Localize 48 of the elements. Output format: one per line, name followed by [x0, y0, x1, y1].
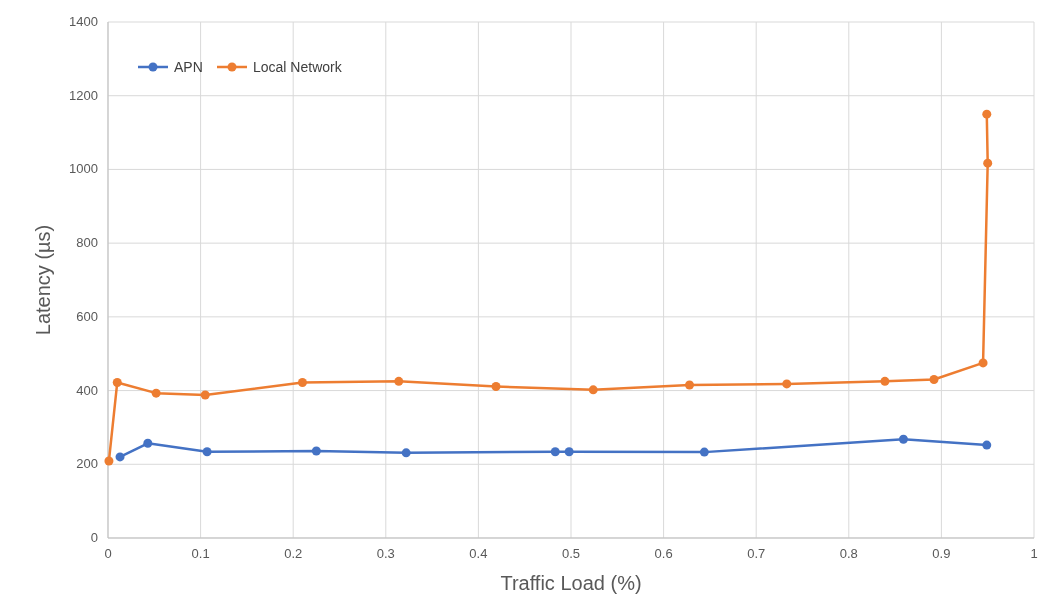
x-tick-label: 0.1: [191, 546, 210, 561]
point: [685, 380, 695, 390]
y-axis-title: Latency (µs): [32, 224, 54, 336]
point: [491, 382, 501, 392]
point: [898, 434, 908, 444]
x-tick-label: 0.7: [747, 546, 766, 561]
point: [112, 377, 122, 387]
point: [588, 385, 598, 395]
y-tick-label: 1200: [69, 87, 98, 103]
point: [401, 448, 411, 458]
y-tick-label: 800: [76, 235, 98, 251]
x-tick-label: 0.6: [654, 546, 673, 561]
legend-label: Local Network: [253, 59, 343, 75]
point: [699, 447, 709, 457]
point: [151, 388, 161, 398]
y-tick-label: 200: [76, 456, 98, 472]
point: [104, 456, 114, 466]
point: [982, 440, 992, 450]
x-tick-label: 0.3: [376, 546, 395, 561]
point: [115, 452, 125, 462]
y-tick-label: 400: [76, 382, 98, 398]
x-axis-title: Traffic Load (%): [500, 572, 642, 594]
point: [394, 376, 404, 386]
x-tick-label: 0.2: [284, 546, 303, 561]
point: [782, 379, 792, 389]
x-tick-label: 0.8: [839, 546, 858, 561]
x-tick-label: 1: [1030, 546, 1038, 561]
x-tick-label: 0.5: [561, 546, 581, 561]
point: [983, 158, 993, 168]
y-tick-label: 1000: [69, 161, 98, 177]
point: [143, 438, 153, 448]
legend-label: APN: [174, 59, 203, 75]
x-tick-label: 0: [104, 546, 112, 561]
y-tick-label: 600: [76, 308, 98, 324]
point: [929, 375, 939, 385]
point: [982, 109, 992, 119]
point: [200, 390, 210, 400]
x-tick-label: 0.9: [932, 546, 951, 561]
point: [978, 358, 988, 368]
point: [550, 447, 560, 457]
point: [564, 447, 574, 457]
x-tick-label: 0.4: [469, 546, 488, 561]
point: [880, 376, 890, 386]
point: [202, 447, 212, 457]
y-tick-label: 1400: [69, 14, 98, 29]
y-tick-label: 0: [90, 530, 98, 545]
point: [297, 377, 307, 387]
point: [311, 446, 321, 456]
